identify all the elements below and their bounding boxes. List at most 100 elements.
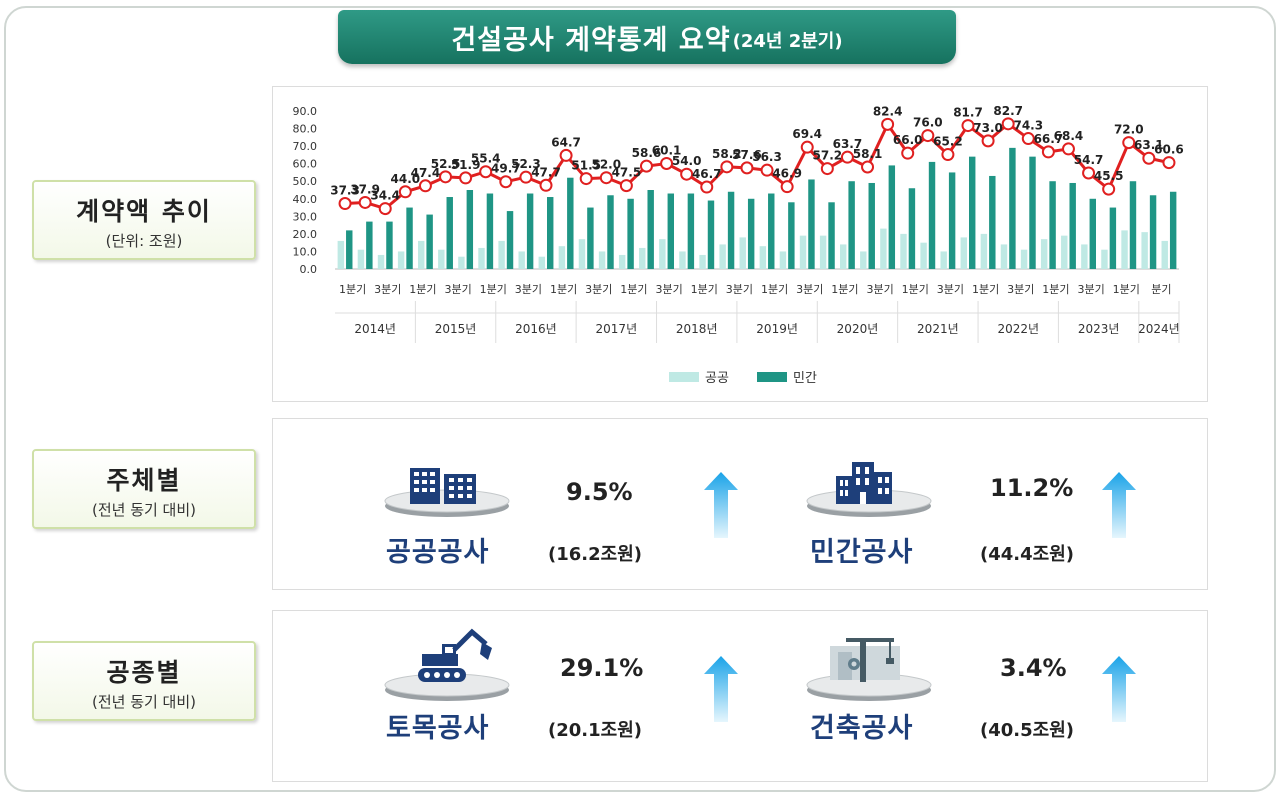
total-point	[981, 134, 995, 148]
office-building-icon	[410, 468, 476, 504]
x-tick-label: 1분기	[831, 283, 858, 296]
private-bar	[647, 190, 654, 269]
chart-panel: 0.0 10.0 20.0 30.0 40.0 50.0 60.0 70.0 80.0 90.0 …	[272, 86, 1208, 402]
public-pct: 9.5%	[566, 478, 633, 506]
public-bar	[659, 239, 666, 269]
y-tick-label: 0.0	[300, 263, 318, 276]
private-pct: 11.2%	[990, 474, 1074, 502]
x-tick-label: 1분기	[409, 283, 436, 296]
total-point	[1102, 182, 1116, 196]
total-value-label: 73.0	[973, 121, 1003, 135]
private-bar	[788, 202, 795, 269]
total-value-label: 57.6	[732, 148, 762, 162]
total-point	[901, 146, 915, 160]
private-bar	[888, 165, 896, 269]
total-point	[660, 156, 674, 170]
total-value-label: 65.2	[933, 135, 963, 149]
public-bar	[839, 244, 847, 269]
x-tick-label: 1분기	[480, 283, 507, 296]
public-up-arrow-icon	[704, 472, 738, 538]
private-bar	[747, 198, 755, 269]
public-bar	[578, 239, 586, 269]
y-tick-label: 70.0	[293, 140, 318, 153]
private-bar	[667, 193, 675, 269]
private-bar	[848, 181, 855, 269]
total-value-label: 72.0	[1114, 123, 1144, 137]
trend-label: 계약액 추이	[76, 197, 212, 226]
total-line	[338, 117, 1176, 216]
total-value-label: 46.7	[692, 167, 722, 181]
x-tick-label: 1분기	[550, 283, 577, 296]
building-up-arrow-icon	[1102, 656, 1136, 722]
total-value-label: 60.1	[652, 143, 682, 157]
total-value-label: 52.0	[591, 158, 621, 172]
year-label: 2019년	[756, 322, 798, 336]
private-bar	[828, 202, 835, 269]
private-bar	[587, 207, 594, 269]
total-value-label: 47.7	[531, 165, 561, 179]
private-bar	[607, 195, 614, 269]
total-point	[800, 140, 814, 154]
private-bar	[567, 177, 574, 269]
public-bar	[337, 240, 345, 269]
trend-label-box: 계약액 추이 (단위: 조원)	[32, 180, 256, 260]
total-point	[418, 179, 432, 193]
legend-public-label: 공공	[705, 371, 729, 386]
private-bar	[908, 188, 916, 269]
x-tick-label: 1분기	[761, 283, 788, 296]
private-bar	[727, 191, 735, 269]
private-amount: (44.4조원)	[980, 544, 1074, 565]
total-point	[1122, 136, 1136, 150]
total-value-label: 58.2	[712, 147, 742, 161]
subject-label-box: 주체별 (전년 동기 대비)	[32, 449, 256, 529]
total-value-label: 49.7	[491, 162, 521, 176]
private-bar	[446, 197, 453, 269]
civil-amount: (20.1조원)	[548, 720, 642, 741]
total-value-label: 76.0	[913, 116, 943, 130]
public-bar	[397, 251, 405, 269]
total-point	[700, 180, 714, 194]
private-bar	[1029, 156, 1036, 269]
private-bar	[406, 207, 413, 269]
private-bar	[1049, 181, 1056, 269]
total-point	[499, 175, 513, 189]
x-tick-label: 1분기	[972, 283, 999, 296]
total-point	[740, 161, 754, 175]
total-value-label: 66.0	[893, 133, 923, 147]
year-label: 2015년	[435, 322, 477, 336]
public-bar	[558, 246, 566, 269]
public-bar	[377, 254, 385, 269]
private-bar	[808, 179, 815, 269]
public-construction-name: 공공공사	[386, 537, 490, 568]
total-point	[338, 197, 352, 211]
total-point	[881, 117, 895, 131]
x-tick-label: 3분기	[585, 283, 612, 296]
x-tick-label: 3분기	[866, 283, 893, 296]
x-tick-label: 3분기	[937, 283, 964, 296]
public-bar	[860, 251, 867, 269]
private-bar	[386, 221, 393, 269]
total-point	[378, 202, 392, 216]
public-bar	[1061, 235, 1068, 269]
public-bar	[1121, 230, 1128, 269]
total-point	[639, 159, 653, 173]
private-bar	[366, 221, 373, 269]
year-label: 2016년	[515, 322, 557, 336]
year-label: 2023년	[1078, 322, 1120, 336]
public-bar	[1161, 240, 1168, 269]
total-value-label: 52.3	[511, 157, 541, 171]
private-bar	[868, 182, 875, 269]
private-bar	[526, 193, 534, 269]
civil-pct: 29.1%	[560, 654, 644, 682]
total-point	[720, 160, 734, 174]
year-label: 2014년	[354, 322, 396, 336]
trend-unit: (단위: 조원)	[105, 232, 183, 250]
x-tick-label: 1분기	[339, 283, 366, 296]
total-value-label: 57.2	[813, 149, 843, 163]
public-bar	[1000, 244, 1008, 269]
total-point	[398, 185, 412, 199]
total-point	[459, 171, 473, 185]
public-bar	[759, 246, 767, 269]
legend-public-swatch	[669, 372, 699, 382]
subject-label: 주체별	[106, 466, 182, 495]
